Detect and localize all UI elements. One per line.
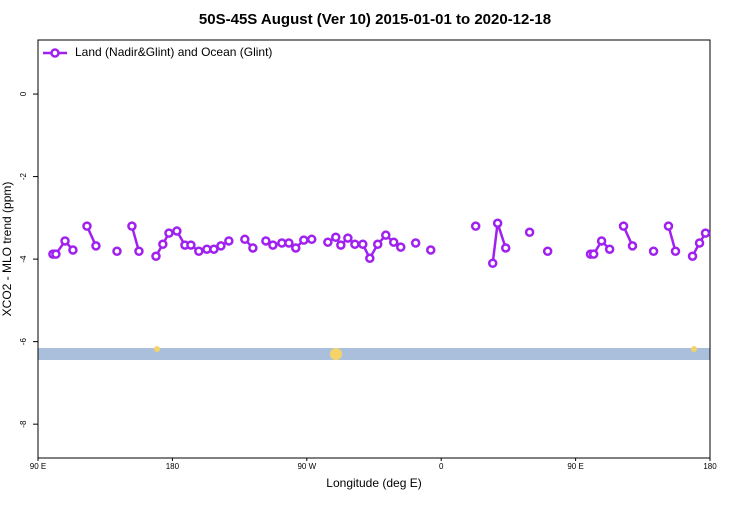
data-point — [240, 234, 250, 245]
data-point — [425, 245, 436, 255]
data-point — [158, 239, 168, 250]
legend-label: Land (Nadir&Glint) and Ocean (Glint) — [75, 45, 272, 59]
data-point — [604, 244, 615, 254]
data-point — [343, 233, 353, 243]
x-tick-label: 90 E — [567, 462, 583, 471]
data-point — [194, 246, 204, 257]
data-point — [323, 237, 333, 247]
data-point — [82, 221, 92, 231]
data-point — [670, 246, 681, 257]
data-point — [358, 239, 368, 250]
land-spot — [330, 348, 342, 360]
data-point — [350, 239, 360, 250]
data-point — [112, 246, 122, 257]
data-point — [268, 240, 278, 250]
plot-frame — [37, 39, 711, 459]
data-point — [290, 243, 301, 253]
data-point — [224, 236, 234, 246]
data-point — [618, 221, 629, 231]
x-axis-label: Longitude (deg E) — [326, 476, 421, 490]
land-mask-strip — [38, 348, 710, 360]
data-point — [542, 246, 553, 257]
data-point — [627, 241, 638, 251]
x-tick-label: 0 — [439, 462, 444, 471]
data-point — [172, 226, 182, 236]
y-tick-label: -4 — [19, 255, 28, 263]
data-point — [248, 243, 258, 253]
data-point — [127, 221, 137, 231]
data-point — [134, 246, 144, 257]
data-point — [487, 258, 498, 268]
y-tick-label: -6 — [19, 338, 28, 346]
data-point — [388, 237, 399, 247]
data-point — [209, 244, 219, 254]
data-point — [381, 230, 391, 240]
y-tick-label: 0 — [19, 91, 28, 96]
y-axis-label: XCO2 - MLO trend (ppm) — [0, 182, 14, 317]
y-tick-label: -8 — [19, 420, 28, 428]
data-point — [299, 235, 309, 245]
data-point — [91, 241, 101, 251]
data-point — [331, 232, 341, 242]
data-point — [186, 240, 196, 250]
data-point — [596, 236, 607, 246]
data-point — [663, 221, 674, 231]
x-tick-label: 90 E — [30, 462, 46, 471]
data-point — [306, 234, 317, 245]
data-point — [336, 240, 346, 250]
data-point — [500, 243, 511, 253]
legend-marker — [50, 48, 60, 58]
data-point — [395, 242, 406, 252]
data-point — [284, 238, 294, 248]
data-point — [60, 236, 70, 246]
data-point — [410, 238, 421, 248]
data-point — [648, 246, 659, 257]
data-point — [524, 227, 535, 238]
data-point — [151, 251, 161, 261]
x-tick-label: 180 — [166, 462, 180, 471]
data-point — [261, 236, 271, 246]
data-point — [365, 253, 375, 264]
data-point — [694, 238, 705, 248]
data-point — [700, 228, 711, 238]
data-point — [372, 239, 383, 250]
data-point — [492, 218, 503, 228]
data-point — [470, 221, 481, 231]
y-tick-label: -2 — [19, 172, 28, 180]
data-point — [216, 241, 226, 251]
x-tick-label: 90 W — [297, 462, 316, 471]
data-point — [164, 228, 174, 238]
data-point — [51, 249, 61, 259]
land-spot — [691, 346, 697, 352]
land-spot — [154, 346, 160, 352]
x-tick-label: 180 — [703, 462, 717, 471]
chart-title: 50S-45S August (Ver 10) 2015-01-01 to 20… — [199, 11, 551, 28]
data-point — [588, 249, 599, 259]
data-point — [687, 251, 698, 261]
data-point — [68, 245, 78, 255]
